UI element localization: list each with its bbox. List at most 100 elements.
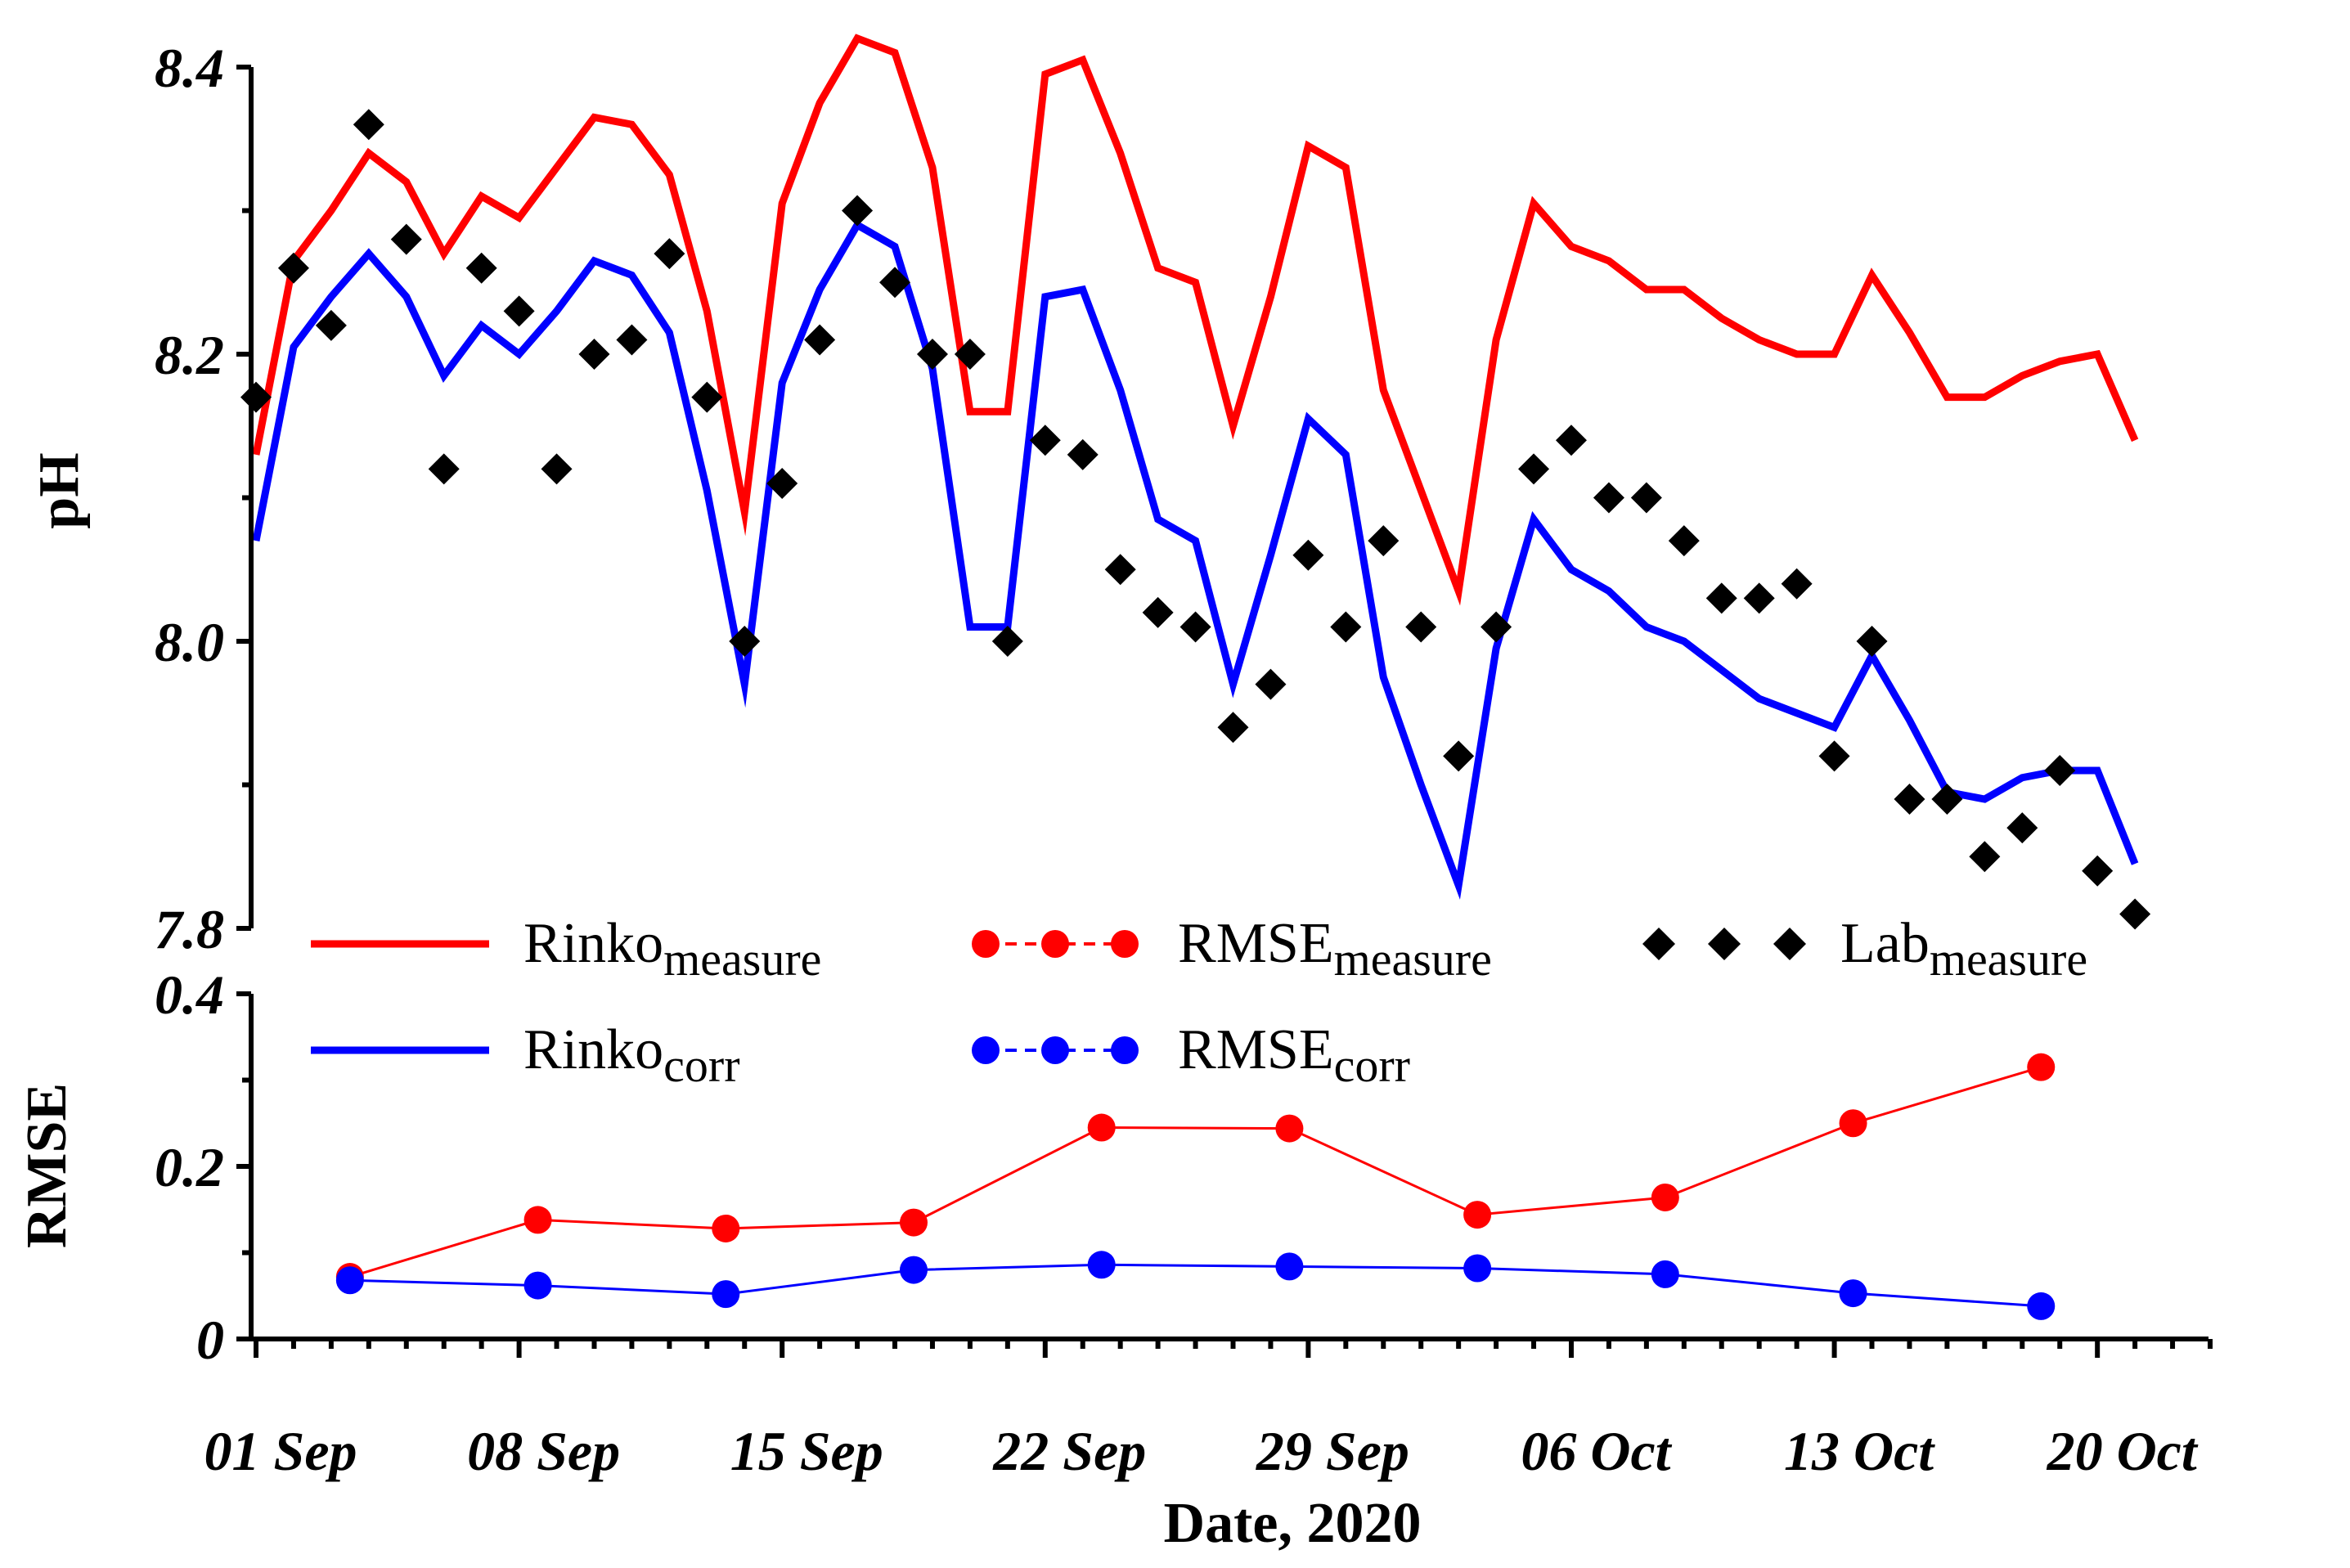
x-tick-label: 01 Sep <box>204 1420 357 1482</box>
series-lab-measure-point <box>1104 554 1136 586</box>
series-lab-measure-point <box>842 195 874 227</box>
legend-item-rinko-measure: Rinkomeasure <box>311 912 821 986</box>
series-lab-measure-point <box>766 467 798 499</box>
series-rmse-measure-point <box>1463 1201 1492 1229</box>
series-lab-measure-point <box>729 626 761 657</box>
x-tick-label: 13 Oct <box>1784 1420 1935 1482</box>
x-tick-label: 22 Sep <box>992 1420 1146 1482</box>
series-lab-measure-point <box>1818 740 1850 772</box>
series-lab-measure-point <box>277 252 309 284</box>
legend-label-rinko-measure: Rinkomeasure <box>523 912 821 986</box>
x-tick-label: 06 Oct <box>1521 1420 1672 1482</box>
series-rmse-measure-line <box>349 1066 2042 1278</box>
series-lab-measure-point <box>578 339 610 370</box>
series-lab-measure-point <box>1743 582 1775 614</box>
series-rmse-corr-point <box>1463 1254 1492 1283</box>
legend-label-lab-measure: Labmeasure <box>1840 912 2087 986</box>
series-lab-measure-point <box>240 381 272 413</box>
series-lab-measure-point <box>353 109 384 141</box>
series-rmse-measure-point <box>523 1206 552 1234</box>
rmse-panel: 0 0.2 0.4 RMSE <box>16 964 2056 1371</box>
series-lab-measure-point <box>1481 611 1512 643</box>
ph-y-ticks: 7.8 8.0 8.2 8.4 <box>155 37 251 960</box>
series-lab-measure-point <box>1255 668 1287 700</box>
series-rmse-measure-point <box>712 1214 740 1242</box>
series-rmse-corr-point <box>712 1280 740 1309</box>
series-lab-measure-point <box>1555 425 1587 456</box>
rmse-y-ticks: 0 0.2 0.4 <box>155 964 251 1371</box>
series-lab-measure-point <box>1593 482 1624 514</box>
series-lab-measure-point <box>1668 525 1700 557</box>
series-rinko-corr-line <box>252 219 2139 900</box>
ph-y-tick-label: 7.8 <box>155 898 224 960</box>
series-lab-measure-point <box>1405 611 1437 643</box>
legend-item-rmse-measure: RMSEmeasure <box>972 912 1492 986</box>
series-rmse-measure-point <box>899 1208 928 1237</box>
legend-subscript: measure <box>663 932 821 986</box>
series-lab-measure-point <box>879 267 911 299</box>
series-lab-measure-point <box>503 295 535 327</box>
legend-base: RMSE <box>1178 912 1334 975</box>
series-rmse-corr-point <box>335 1266 364 1295</box>
series-lab-measure-point <box>1969 841 2001 873</box>
series-rinko-measure-line <box>252 34 2139 606</box>
legend-marker-rmse-corr <box>972 1036 1000 1064</box>
series-lab-measure-point <box>804 324 836 356</box>
series-lab-measure-point <box>691 381 723 413</box>
legend-subscript: measure <box>1334 932 1492 986</box>
series-lab-measure-point <box>954 339 986 370</box>
series-rmse-measure-point <box>1087 1113 1116 1142</box>
legend-label-rmse-corr: RMSEcorr <box>1178 1018 1410 1092</box>
x-tick-label: 08 Sep <box>467 1420 620 1482</box>
series-rmse-corr-point <box>1275 1252 1304 1281</box>
ph-y-tick-label: 8.0 <box>155 611 224 673</box>
legend-item-rmse-corr: RMSEcorr <box>972 1018 1410 1092</box>
legend: Rinkomeasure RMSEmeasure Labmeasure Rink… <box>311 912 2087 1092</box>
legend-base: RMSE <box>1178 1018 1334 1081</box>
series-lab-measure-point <box>1443 740 1475 772</box>
legend-item-lab-measure: Labmeasure <box>1642 912 2087 986</box>
series-rmse-measure-point <box>1839 1109 1867 1138</box>
series-lab-measure-point <box>1705 582 1737 614</box>
series-lab-measure-point <box>1931 784 1963 815</box>
series-lab-measure-point <box>428 453 460 485</box>
series-lab-measure-point <box>390 223 422 255</box>
legend-subscript: measure <box>1930 932 2087 986</box>
series-lab-measure-point <box>541 453 573 485</box>
legend-label-rinko-corr: Rinkocorr <box>523 1018 740 1092</box>
ph-y-axis-title: pH <box>28 452 91 528</box>
ph-series-group <box>240 34 2151 930</box>
series-lab-measure-point <box>315 309 347 341</box>
legend-marker-rmse-measure <box>972 930 1000 958</box>
legend-base: Rinko <box>523 912 663 975</box>
series-rmse-corr-point <box>2027 1292 2056 1320</box>
legend-marker-lab-measure <box>1642 928 1675 960</box>
ph-y-tick-label: 8.4 <box>155 37 224 99</box>
series-lab-measure-point <box>991 626 1023 657</box>
legend-marker-rmse-corr <box>1041 1036 1069 1064</box>
x-tick-label: 20 Oct <box>2047 1420 2199 1482</box>
series-lab-measure-point <box>1781 568 1813 600</box>
series-lab-measure-point <box>465 252 497 284</box>
series-lab-measure-point <box>654 238 685 270</box>
series-lab-measure-point <box>2044 754 2076 786</box>
series-lab-measure-point <box>916 339 948 370</box>
series-lab-measure-point <box>1330 611 1362 643</box>
series-rmse-measure-point <box>1651 1183 1679 1211</box>
legend-marker-rmse-measure <box>1111 930 1139 958</box>
series-lab-measure-point <box>1142 596 1174 628</box>
rmse-y-tick-label: 0.2 <box>155 1136 224 1198</box>
series-lab-measure-point <box>1518 453 1550 485</box>
legend-marker-lab-measure <box>1773 928 1806 960</box>
series-lab-measure-point <box>2006 812 2038 844</box>
series-lab-measure-point <box>1217 712 1249 744</box>
series-lab-measure-point <box>2119 898 2151 930</box>
x-tick-label: 29 Sep <box>1256 1420 1409 1482</box>
legend-marker-rmse-corr <box>1111 1036 1139 1064</box>
series-rmse-corr-point <box>523 1271 552 1300</box>
legend-item-rinko-corr: Rinkocorr <box>311 1018 740 1092</box>
series-rmse-measure-point <box>2027 1053 2056 1081</box>
series-rmse-corr-point <box>899 1256 928 1284</box>
legend-marker-rmse-measure <box>1041 930 1069 958</box>
